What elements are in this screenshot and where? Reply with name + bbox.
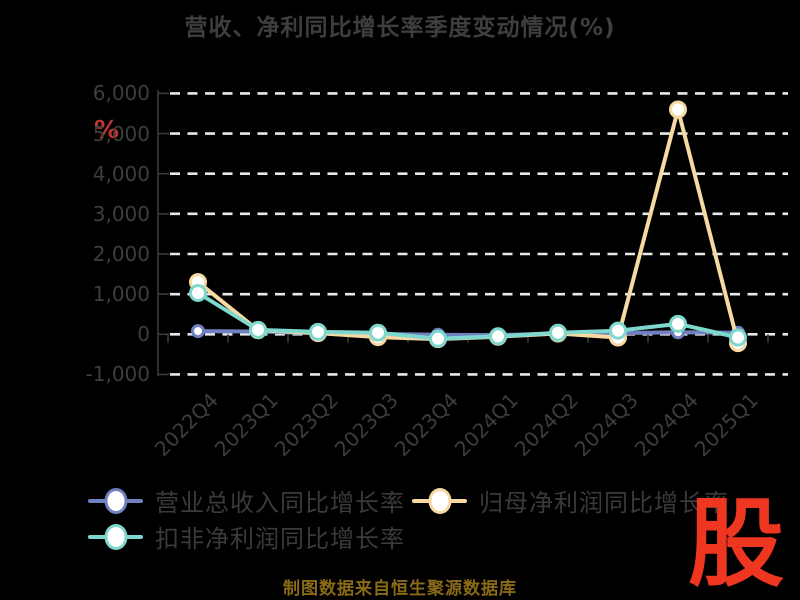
y-axis-tick-label: 2,000 [92,242,150,266]
data-source-note: 制图数据来自恒生聚源数据库 [283,579,517,599]
legend-item-revenue[interactable]: 营业总收入同比增长率 [88,483,405,518]
y-axis-tick-label: 3,000 [92,201,150,226]
legend-item-net-profit[interactable]: 归母净利润同比增长率 [412,483,729,518]
legend-dot-icon [104,487,127,514]
y-axis-unit-label: % [94,115,120,144]
chart-title: 营收、净利同比增长率季度变动情况(%) [184,15,616,41]
y-axis-tick-label: 5,000 [92,121,150,146]
y-axis-tick-label: 6,000 [92,81,150,106]
legend-dot-icon [104,523,127,550]
y-axis-tick-label: -1,000 [85,362,150,387]
legend-marker-net-profit-ex [88,523,143,550]
y-axis-tick-label: 1,000 [92,282,150,307]
y-axis-tick-label: 0 [137,322,150,347]
legend-label-net-profit: 归母净利润同比增长率 [479,489,729,517]
y-axis-tick-label: 4,000 [92,161,150,186]
legend-item-net-profit-ex[interactable]: 扣非净利润同比增长率 [88,519,405,554]
stock-logo: 股 [688,488,784,600]
legend-marker-revenue [88,487,143,514]
legend-label-net-profit-ex: 扣非净利润同比增长率 [155,525,405,553]
legend-label-revenue: 营业总收入同比增长率 [155,489,405,517]
legend-marker-net-profit [412,487,467,514]
legend-dot-icon [428,487,451,514]
